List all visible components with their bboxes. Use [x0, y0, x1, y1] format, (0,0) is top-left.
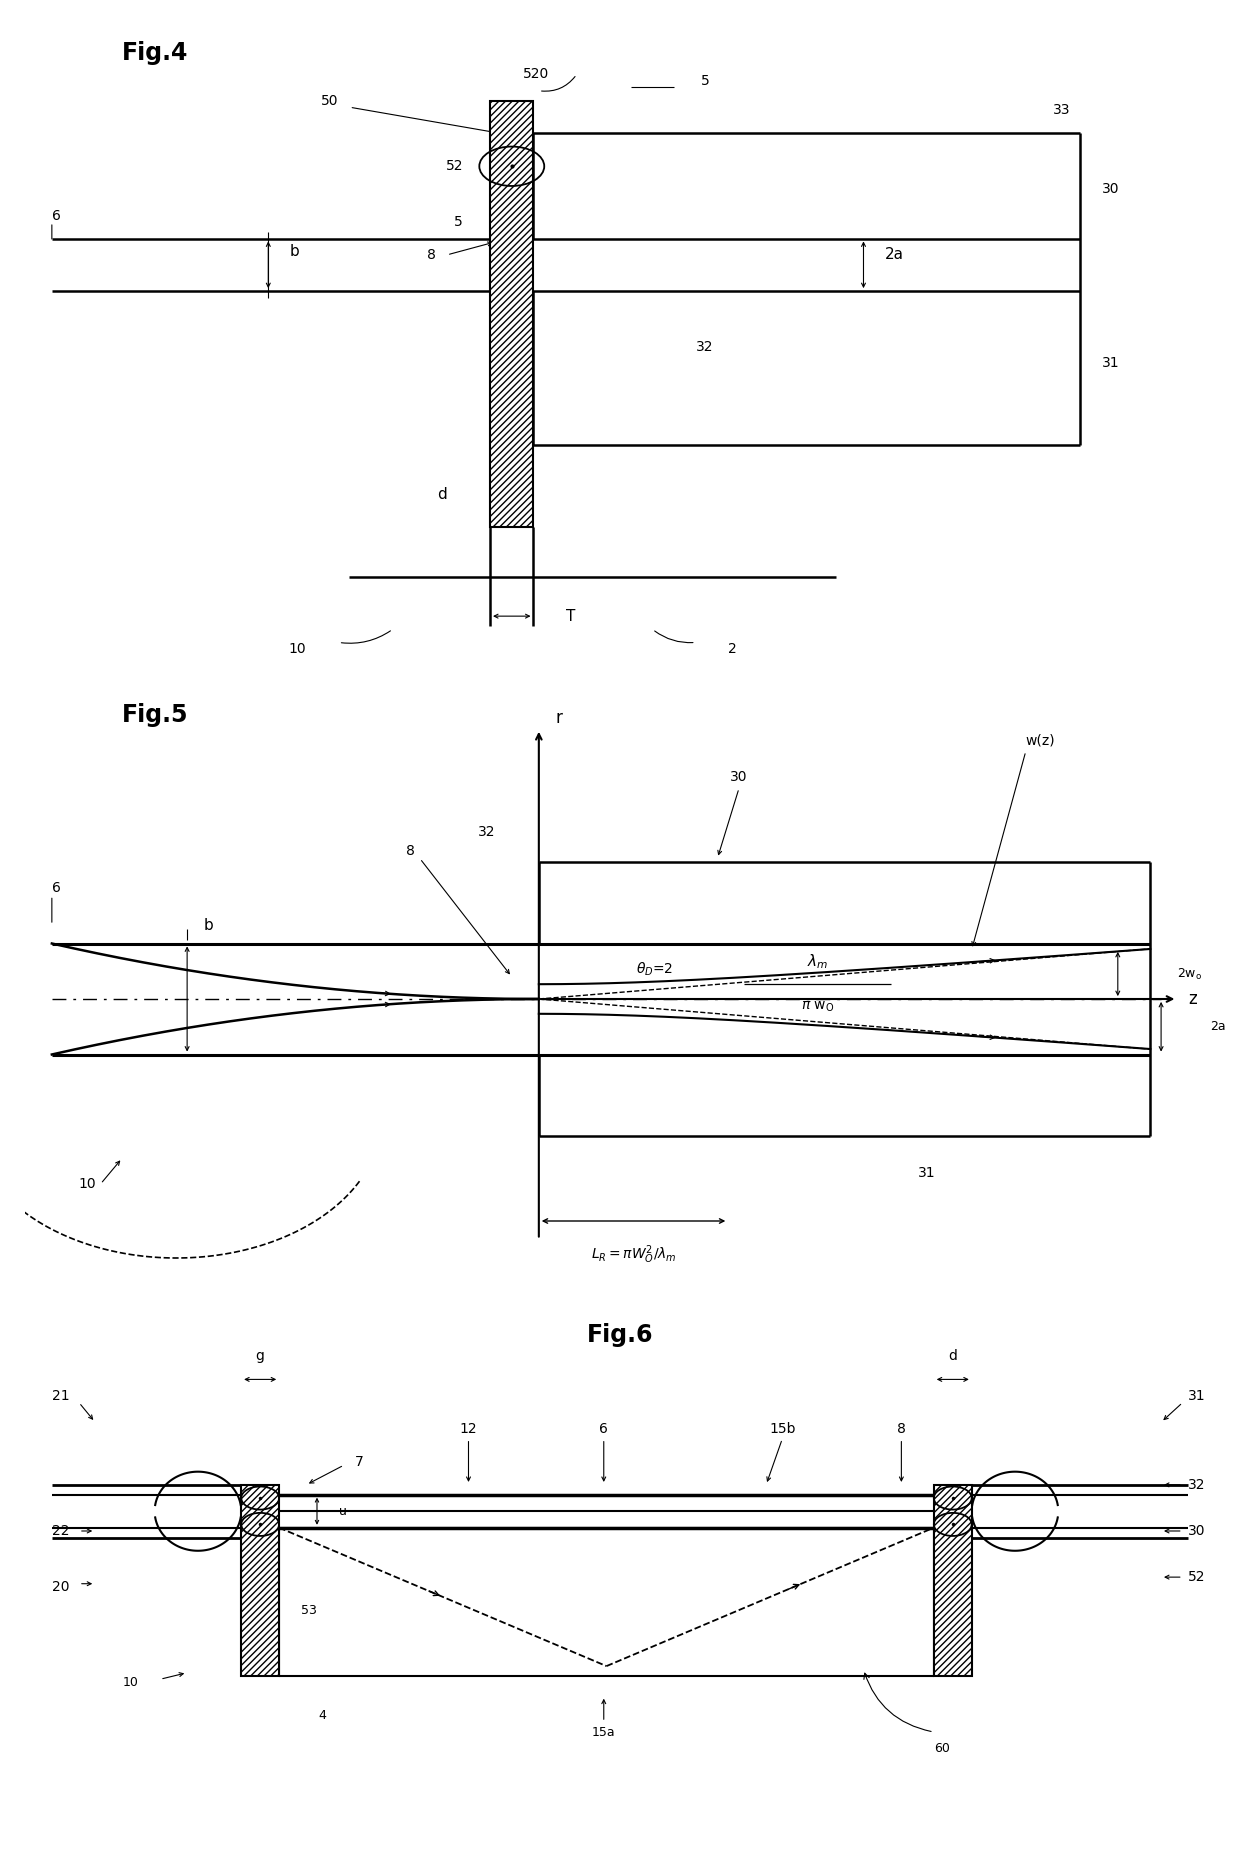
- Text: Fig.5: Fig.5: [123, 703, 188, 727]
- Text: 31: 31: [1101, 357, 1120, 370]
- Text: Fig.4: Fig.4: [123, 41, 188, 65]
- Text: $\lambda_m$: $\lambda_m$: [807, 953, 828, 971]
- Text: 520: 520: [522, 67, 549, 81]
- Text: r: r: [556, 709, 562, 727]
- Text: d: d: [949, 1349, 957, 1363]
- Text: 21: 21: [52, 1389, 69, 1402]
- Text: 50: 50: [321, 94, 339, 107]
- Text: 52: 52: [1188, 1571, 1205, 1584]
- Text: 30: 30: [1188, 1524, 1205, 1537]
- Text: b: b: [290, 244, 300, 259]
- Text: 6: 6: [599, 1423, 608, 1436]
- Text: 30: 30: [1101, 183, 1118, 196]
- Text: 32: 32: [1188, 1478, 1205, 1491]
- Text: $\theta_D$=2: $\theta_D$=2: [636, 960, 673, 979]
- Bar: [490, 100, 533, 527]
- Text: 5: 5: [454, 215, 463, 229]
- Text: 10: 10: [289, 642, 306, 657]
- Bar: [242, 1486, 279, 1676]
- Text: g: g: [255, 1349, 264, 1363]
- Text: 10: 10: [79, 1177, 97, 1191]
- Text: 31: 31: [918, 1166, 935, 1180]
- Text: 2a: 2a: [885, 248, 904, 263]
- Text: z: z: [1188, 990, 1197, 1008]
- Text: 15a: 15a: [591, 1726, 615, 1739]
- Text: 8: 8: [427, 248, 436, 263]
- Text: 53: 53: [301, 1604, 316, 1617]
- Text: 6: 6: [52, 881, 61, 895]
- Text: 7: 7: [355, 1454, 363, 1469]
- Text: 12: 12: [460, 1423, 477, 1436]
- Text: w(z): w(z): [1025, 733, 1055, 747]
- Text: 8: 8: [897, 1423, 905, 1436]
- Text: 2a: 2a: [1210, 1019, 1225, 1034]
- Text: d: d: [438, 487, 446, 501]
- Text: 6: 6: [52, 209, 61, 222]
- Bar: [934, 1486, 972, 1676]
- Bar: [490, 100, 533, 527]
- Text: 32: 32: [479, 825, 496, 840]
- Text: T: T: [565, 609, 575, 623]
- Text: $L_R=\pi W_O^2/\lambda_m$: $L_R=\pi W_O^2/\lambda_m$: [590, 1243, 676, 1265]
- Text: 30: 30: [730, 770, 748, 784]
- Text: Fig.6: Fig.6: [587, 1323, 653, 1347]
- Text: b: b: [203, 918, 213, 932]
- Text: 32: 32: [696, 340, 713, 353]
- Text: u: u: [339, 1504, 346, 1517]
- Text: 2: 2: [728, 642, 737, 657]
- Text: 52: 52: [445, 159, 463, 174]
- Text: 33: 33: [1053, 104, 1070, 117]
- Text: 10: 10: [123, 1676, 138, 1689]
- Text: 60: 60: [934, 1743, 950, 1756]
- Text: 4: 4: [319, 1709, 326, 1722]
- Text: 31: 31: [1188, 1389, 1205, 1402]
- Text: 5: 5: [701, 74, 711, 89]
- Text: 20: 20: [52, 1580, 69, 1595]
- Text: 15b: 15b: [769, 1423, 796, 1436]
- Bar: [934, 1486, 972, 1676]
- Bar: [242, 1486, 279, 1676]
- Text: 22: 22: [52, 1524, 69, 1537]
- Text: 8: 8: [405, 844, 414, 858]
- Text: $\pi$ w$_\mathrm{O}$: $\pi$ w$_\mathrm{O}$: [801, 999, 835, 1014]
- Text: 2w$_\mathrm{o}$: 2w$_\mathrm{o}$: [1177, 966, 1203, 982]
